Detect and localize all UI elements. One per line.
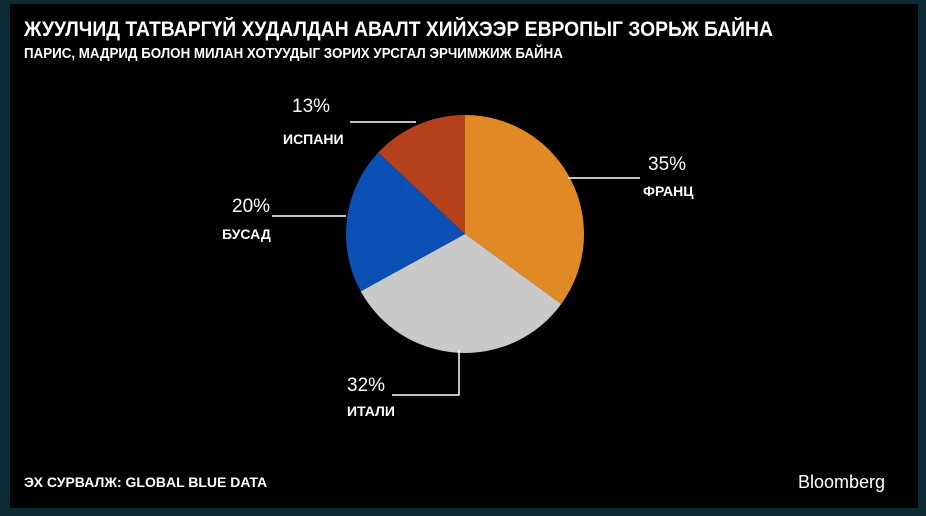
slice-percent-label: 13% [292, 96, 330, 117]
slice-percent-label: 20% [232, 196, 270, 217]
source-note: ЭХ СУРВАЛЖ: GLOBAL BLUE DATA [24, 474, 268, 490]
pie-slice-0 [465, 115, 584, 304]
pie-slice-3 [378, 115, 465, 234]
slice-category-label: БУСАД [222, 226, 271, 242]
bloomberg-logo: Bloomberg [798, 472, 886, 492]
slice-percent-label: 35% [648, 154, 686, 175]
pie-slice-1 [360, 234, 562, 353]
pie-slice-2 [346, 152, 465, 292]
chart-title: ЖУУЛЧИД ТАТВАРГҮЙ ХУДАЛДАН АВАЛТ ХИЙХЭЭР… [24, 18, 773, 41]
slice-category-label: ФРАНЦ [643, 183, 694, 199]
slice-category-label: ИТАЛИ [347, 403, 395, 419]
leader-line [392, 350, 460, 396]
chart-subtitle: ПАРИС, МАДРИД БОЛОН МИЛАН ХОТУУДЫГ ЗОРИХ… [24, 46, 563, 62]
slice-category-label: ИСПАНИ [283, 131, 344, 147]
slice-percent-label: 32% [347, 375, 385, 396]
